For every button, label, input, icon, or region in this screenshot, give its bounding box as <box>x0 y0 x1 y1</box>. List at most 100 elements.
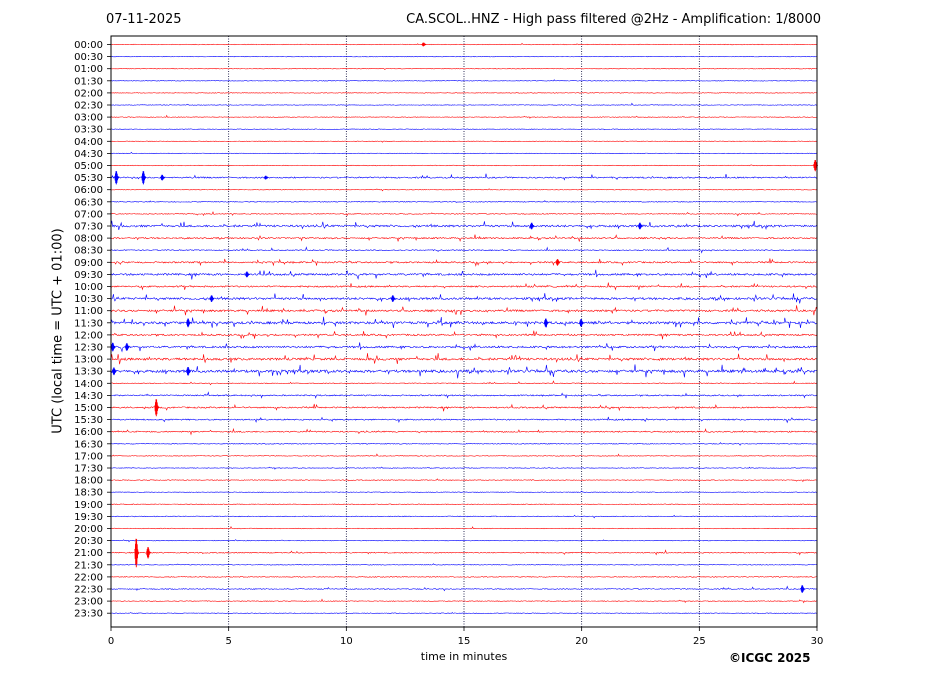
y-tick-label: 14:00 <box>74 379 103 390</box>
y-tick-label: 10:00 <box>74 282 103 293</box>
trace-layer <box>110 42 818 615</box>
y-tick-label: 13:30 <box>74 367 103 378</box>
event-spike-2 <box>114 171 120 185</box>
trace-row-1800 <box>110 478 818 483</box>
y-tick-label: 19:00 <box>74 500 103 511</box>
trace-row-0730 <box>110 220 818 231</box>
event-spike-0 <box>421 42 426 47</box>
y-tick-label: 14:30 <box>74 391 103 402</box>
trace-row-2130 <box>110 563 818 566</box>
y-tick-label: 08:00 <box>74 234 103 245</box>
x-tick-label: 10 <box>340 636 353 647</box>
trace-row-1130 <box>110 316 818 329</box>
trace-row-2330 <box>110 612 818 615</box>
y-tick-label: 16:30 <box>74 439 103 450</box>
trace-row-0330 <box>110 128 818 131</box>
y-tick-label: 18:00 <box>74 476 103 487</box>
event-spike-16 <box>125 343 130 351</box>
x-tick-label: 0 <box>108 636 114 647</box>
trace-row-0200 <box>110 92 818 94</box>
event-spike-12 <box>186 318 191 328</box>
y-tick-label: 06:30 <box>74 197 103 208</box>
trace-row-0800 <box>110 234 818 242</box>
event-spike-6 <box>529 222 535 230</box>
y-tick-label: 21:00 <box>74 548 103 559</box>
trace-row-1030 <box>110 293 818 304</box>
x-tick-label: 30 <box>811 636 824 647</box>
event-spike-14 <box>579 319 584 327</box>
trace-row-0400 <box>110 140 818 143</box>
trace-row-2100 <box>110 549 818 556</box>
event-spike-21 <box>146 547 151 559</box>
trace-row-1930 <box>110 514 818 519</box>
trace-row-1600 <box>110 427 818 436</box>
x-tick-label: 20 <box>575 636 588 647</box>
trace-row-1100 <box>110 305 818 316</box>
y-tick-label: 08:30 <box>74 246 103 257</box>
event-spike-22 <box>800 585 806 593</box>
y-tick-label: 15:30 <box>74 415 103 426</box>
trace-row-0230 <box>110 102 818 106</box>
y-tick-label: 23:00 <box>74 597 103 608</box>
event-spike-19 <box>154 399 160 417</box>
trace-row-1230 <box>110 342 818 353</box>
trace-row-1500 <box>110 403 818 412</box>
trace-row-1300 <box>110 353 818 365</box>
event-spike-17 <box>186 366 191 376</box>
y-tick-label: 04:30 <box>74 149 103 160</box>
trace-row-2200 <box>110 576 818 578</box>
y-tick-label: 19:30 <box>74 512 103 523</box>
trace-row-0830 <box>110 246 818 254</box>
event-spike-9 <box>245 271 250 278</box>
grid-lines <box>228 36 700 627</box>
y-tick-label: 00:00 <box>74 40 103 51</box>
trace-row-2000 <box>110 525 818 530</box>
event-layer <box>110 42 819 593</box>
y-tick-label: 02:00 <box>74 88 103 99</box>
event-spike-4 <box>160 174 165 181</box>
trace-row-0430 <box>110 151 818 155</box>
event-spike-10 <box>209 295 215 303</box>
x-tick-labels: 0 5 10 15 20 25 30 <box>108 627 824 647</box>
y-tick-label: 05:00 <box>74 161 103 172</box>
y-tick-label: 21:30 <box>74 560 103 571</box>
trace-row-1530 <box>110 416 818 424</box>
trace-row-1700 <box>110 453 818 457</box>
trace-row-1330 <box>110 364 818 379</box>
y-tick-label: 12:30 <box>74 343 103 354</box>
y-tick-label: 22:00 <box>74 572 103 583</box>
x-tick-label: 25 <box>693 636 706 647</box>
y-tick-label: 10:30 <box>74 294 103 305</box>
y-tick-label: 12:00 <box>74 330 103 341</box>
x-axis-label: time in minutes <box>420 650 508 663</box>
trace-row-0000 <box>110 42 818 46</box>
trace-row-2300 <box>110 598 818 604</box>
y-tick-label: 20:00 <box>74 524 103 535</box>
y-tick-label: 22:30 <box>74 585 103 596</box>
y-tick-label: 16:00 <box>74 427 103 438</box>
y-tick-label: 15:00 <box>74 403 103 414</box>
trace-row-2030 <box>110 539 818 543</box>
y-tick-label: 01:30 <box>74 76 103 87</box>
y-tick-label: 17:00 <box>74 451 103 462</box>
y-axis-label: UTC (local time = UTC + 01:00) <box>50 228 66 434</box>
trace-row-1730 <box>110 466 818 470</box>
trace-row-0900 <box>110 258 818 267</box>
trace-row-0100 <box>110 67 818 70</box>
trace-row-0130 <box>111 79 818 82</box>
y-tick-label: 00:30 <box>74 52 103 63</box>
y-tick-label: 03:30 <box>74 125 103 136</box>
y-tick-label: 07:30 <box>74 222 103 233</box>
trace-row-0700 <box>110 211 818 217</box>
trace-row-0600 <box>110 188 818 192</box>
y-tick-label: 05:30 <box>74 173 103 184</box>
y-tick-label: 11:00 <box>74 306 103 317</box>
y-tick-label: 20:30 <box>74 536 103 547</box>
event-spike-7 <box>638 222 643 230</box>
event-spike-20 <box>134 538 140 568</box>
trace-row-1430 <box>110 391 818 399</box>
event-spike-8 <box>555 259 561 266</box>
trace-row-1830 <box>110 490 818 493</box>
trace-row-1200 <box>110 330 818 340</box>
